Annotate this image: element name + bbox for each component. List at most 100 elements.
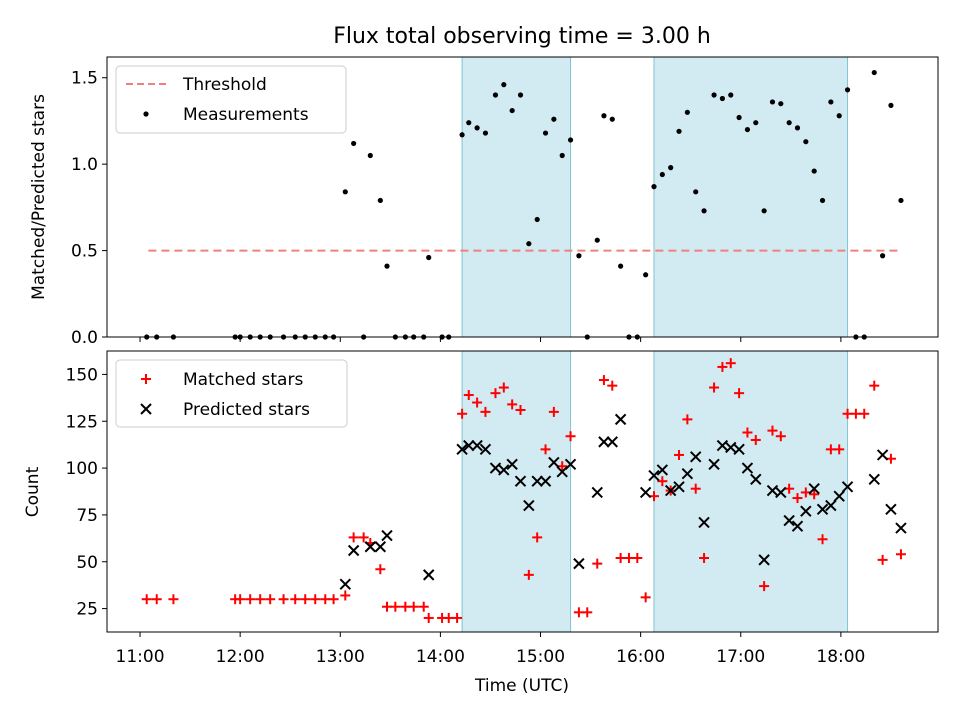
measurement-point xyxy=(517,92,524,98)
measurement-point xyxy=(871,69,877,76)
matched-point xyxy=(245,594,256,605)
matched-point xyxy=(657,476,668,487)
matched-point xyxy=(472,397,483,408)
predicted-point xyxy=(479,443,492,456)
y-tick-label: 100 xyxy=(66,459,98,479)
legend-plus xyxy=(141,374,151,384)
matched-point xyxy=(565,431,576,442)
measurement-point xyxy=(668,165,674,171)
top-y-axis-label: Matched/Predicted stars xyxy=(29,94,49,300)
matched-point xyxy=(400,601,411,612)
matched-point xyxy=(457,408,468,419)
matched-point xyxy=(255,594,266,605)
predicted-point xyxy=(498,464,510,476)
legend-matched-label: Matched stars xyxy=(183,370,303,390)
measurement-point xyxy=(601,113,607,119)
y-tick-label: 25 xyxy=(76,600,98,620)
y-tick-label: 50 xyxy=(76,553,98,573)
matched-point xyxy=(300,594,311,605)
matched-point xyxy=(690,483,701,494)
matched-point xyxy=(328,594,339,605)
predicted-point xyxy=(514,475,527,487)
matched-point xyxy=(443,612,454,623)
matched-point xyxy=(775,431,786,442)
measurement-point xyxy=(786,120,792,126)
x-tick-label: 16:00 xyxy=(616,647,665,667)
predicted-point xyxy=(471,439,483,452)
top-axes-frame xyxy=(106,56,939,338)
x-tick-label: 18:00 xyxy=(816,647,865,667)
matched-point xyxy=(717,361,728,372)
measurement-point xyxy=(377,197,383,204)
matched-point xyxy=(640,592,651,603)
matched-point xyxy=(358,532,369,543)
matched-point xyxy=(348,532,359,543)
measurement-point xyxy=(609,116,615,122)
bottom-panel: 25 50 75 100 125 150 11:00 12:00 13:00 14:00 15:0… xyxy=(23,350,939,696)
matched-point xyxy=(320,594,331,605)
predicted-point xyxy=(656,464,669,476)
predicted-point xyxy=(766,484,779,497)
matched-point xyxy=(498,382,509,393)
matched-point xyxy=(480,406,491,417)
matched-point xyxy=(632,553,643,564)
measurement-point xyxy=(898,197,904,204)
measurement-point xyxy=(534,216,540,223)
matched-point xyxy=(850,408,861,419)
matched-point xyxy=(340,590,351,601)
predicted-point xyxy=(758,554,770,566)
x-tick-label: 11:00 xyxy=(116,647,165,667)
bottom-shaded-intervals xyxy=(461,350,849,633)
matched-point xyxy=(792,493,803,504)
measurement-point xyxy=(426,254,432,261)
shaded-interval xyxy=(461,56,572,338)
measurement-point xyxy=(351,140,357,147)
predicted-point xyxy=(708,458,720,471)
predicted-point xyxy=(698,516,710,529)
measurement-point xyxy=(594,237,600,243)
measurement-point xyxy=(811,168,817,174)
predicted-point xyxy=(648,469,660,482)
predicted-point xyxy=(564,458,577,471)
measurement-point xyxy=(676,128,682,134)
predicted-point xyxy=(681,467,694,480)
measurement-point xyxy=(542,130,549,136)
legend-predicted-swatch xyxy=(140,403,152,415)
x-tick-label: 14:00 xyxy=(416,647,465,667)
matched-point xyxy=(699,553,710,564)
measurement-point xyxy=(728,92,734,98)
measurement-point xyxy=(659,171,665,178)
matched-point xyxy=(265,594,276,605)
measurement-point xyxy=(693,189,699,195)
measurement-point xyxy=(736,114,742,121)
predicted-point xyxy=(347,544,360,557)
matched-point xyxy=(767,425,778,436)
predicted-point xyxy=(664,484,677,497)
matched-point xyxy=(523,569,534,580)
predicted-point xyxy=(591,486,603,499)
measurement-point xyxy=(719,95,726,102)
bottom-axes-frame xyxy=(106,350,939,633)
matched-point xyxy=(825,444,836,455)
measurement-point xyxy=(526,241,532,247)
measurement-point xyxy=(778,101,784,107)
matched-point xyxy=(859,408,870,419)
measurement-point xyxy=(744,126,751,133)
measurement-point xyxy=(803,139,809,145)
measurement-point xyxy=(482,130,489,136)
predicted-point xyxy=(381,529,393,542)
measurement-point xyxy=(618,263,624,269)
y-tick-label: 0.5 xyxy=(71,242,98,262)
predicted-point xyxy=(690,451,702,463)
measurement-point xyxy=(836,113,842,119)
predicted-point xyxy=(523,499,535,512)
x-axis-label: Time (UTC) xyxy=(474,676,569,696)
x-tick-label: 15:00 xyxy=(516,647,565,667)
matched-point xyxy=(408,601,419,612)
matched-point xyxy=(573,607,584,618)
top-panel: 0.0 0.5 1.0 1.5 Matched/Predicted stars Thr… xyxy=(29,56,939,348)
bottom-matched-stars xyxy=(141,358,906,623)
matched-point xyxy=(463,390,474,401)
measurement-point xyxy=(474,125,480,131)
matched-point xyxy=(515,405,526,416)
